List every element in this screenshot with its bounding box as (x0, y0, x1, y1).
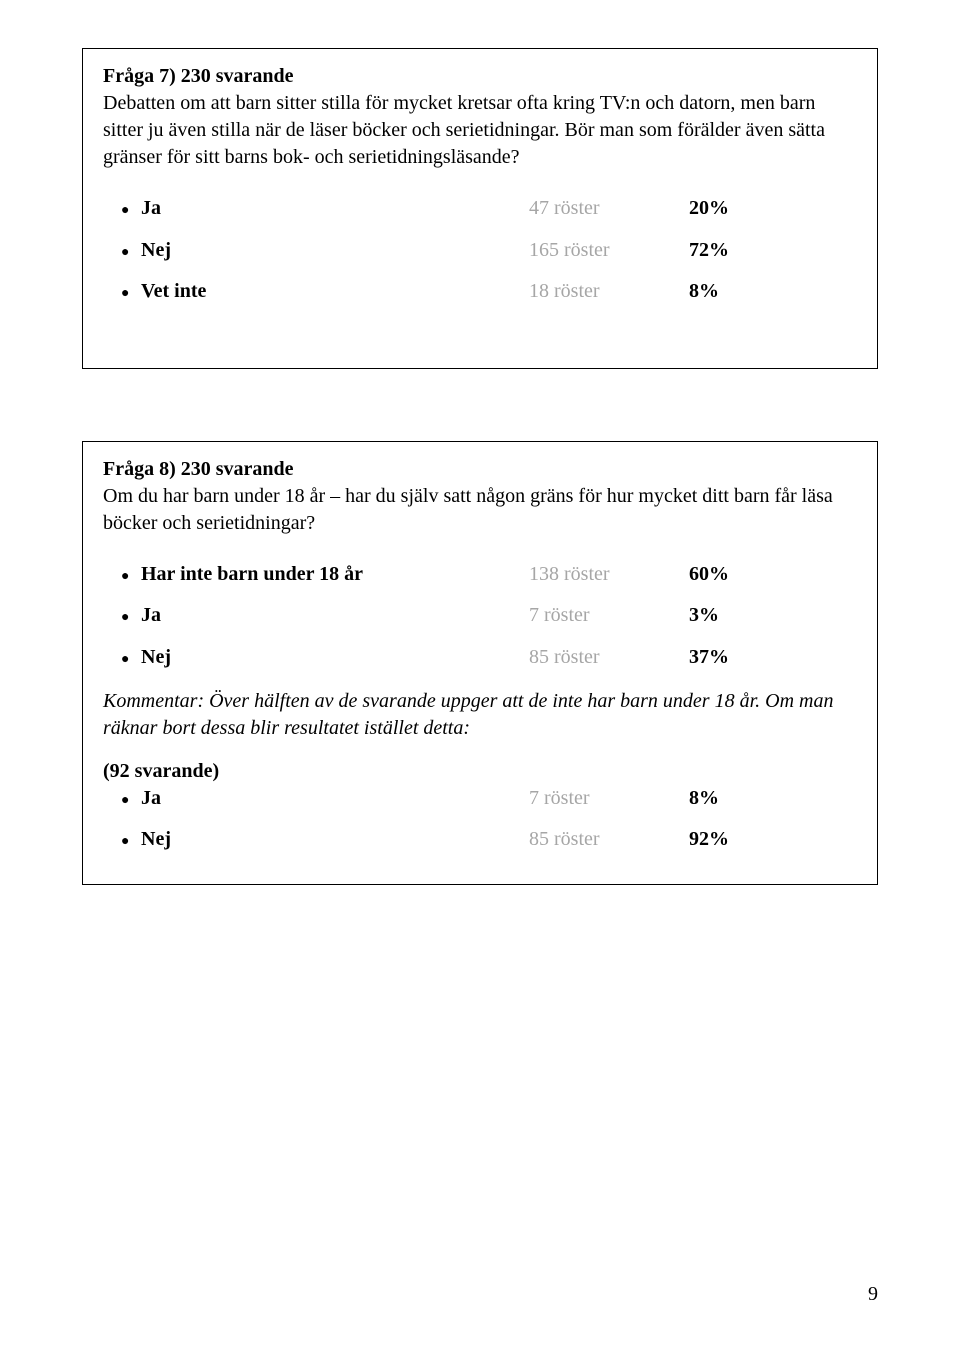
bullet-icon: ● (103, 198, 141, 225)
option-votes: 18 röster (529, 280, 689, 303)
option-percentage: 60% (689, 563, 749, 586)
question-7-text: Debatten om att barn sitter stilla för m… (103, 90, 857, 171)
option-percentage: 3% (689, 604, 749, 627)
poll-row: ● Ja 7 röster 3% (103, 604, 857, 632)
option-percentage: 72% (689, 239, 749, 262)
page-number: 9 (868, 1283, 878, 1306)
question-8-box: Fråga 8) 230 svarande Om du har barn und… (82, 441, 878, 885)
question-8-comment: Kommentar: Över hälften av de svarande u… (103, 688, 857, 742)
option-label: Har inte barn under 18 år (141, 563, 529, 586)
poll-row: ● Ja 7 röster 8% (103, 787, 857, 815)
option-votes: 7 röster (529, 787, 689, 810)
question-8-title: Fråga 8) 230 svarande (103, 458, 857, 481)
question-7-box: Fråga 7) 230 svarande Debatten om att ba… (82, 48, 878, 369)
option-votes: 165 röster (529, 239, 689, 262)
option-label: Nej (141, 828, 529, 851)
option-percentage: 37% (689, 646, 749, 669)
option-votes: 85 röster (529, 646, 689, 669)
question-8-subhead: (92 svarande) (103, 760, 857, 783)
option-label: Vet inte (141, 280, 529, 303)
poll-row: ● Vet inte 18 röster 8% (103, 280, 857, 308)
option-percentage: 8% (689, 280, 749, 303)
bullet-icon: ● (103, 829, 141, 856)
poll-row: ● Nej 165 röster 72% (103, 239, 857, 267)
option-label: Ja (141, 197, 529, 220)
bullet-icon: ● (103, 647, 141, 674)
poll-row: ● Nej 85 röster 92% (103, 828, 857, 856)
option-votes: 85 röster (529, 828, 689, 851)
bullet-icon: ● (103, 788, 141, 815)
option-votes: 47 röster (529, 197, 689, 220)
option-percentage: 20% (689, 197, 749, 220)
bullet-icon: ● (103, 281, 141, 308)
poll-row: ● Har inte barn under 18 år 138 röster 6… (103, 563, 857, 591)
option-label: Nej (141, 239, 529, 262)
option-label: Ja (141, 787, 529, 810)
bullet-icon: ● (103, 564, 141, 591)
question-8-text: Om du har barn under 18 år – har du själ… (103, 483, 857, 537)
poll-row: ● Nej 85 röster 37% (103, 646, 857, 674)
option-label: Ja (141, 604, 529, 627)
poll-row: ● Ja 47 röster 20% (103, 197, 857, 225)
option-label: Nej (141, 646, 529, 669)
bullet-icon: ● (103, 240, 141, 267)
bullet-icon: ● (103, 605, 141, 632)
option-percentage: 92% (689, 828, 749, 851)
option-votes: 138 röster (529, 563, 689, 586)
option-percentage: 8% (689, 787, 749, 810)
option-votes: 7 röster (529, 604, 689, 627)
page: Fråga 7) 230 svarande Debatten om att ba… (0, 0, 960, 1352)
question-7-title: Fråga 7) 230 svarande (103, 65, 857, 88)
